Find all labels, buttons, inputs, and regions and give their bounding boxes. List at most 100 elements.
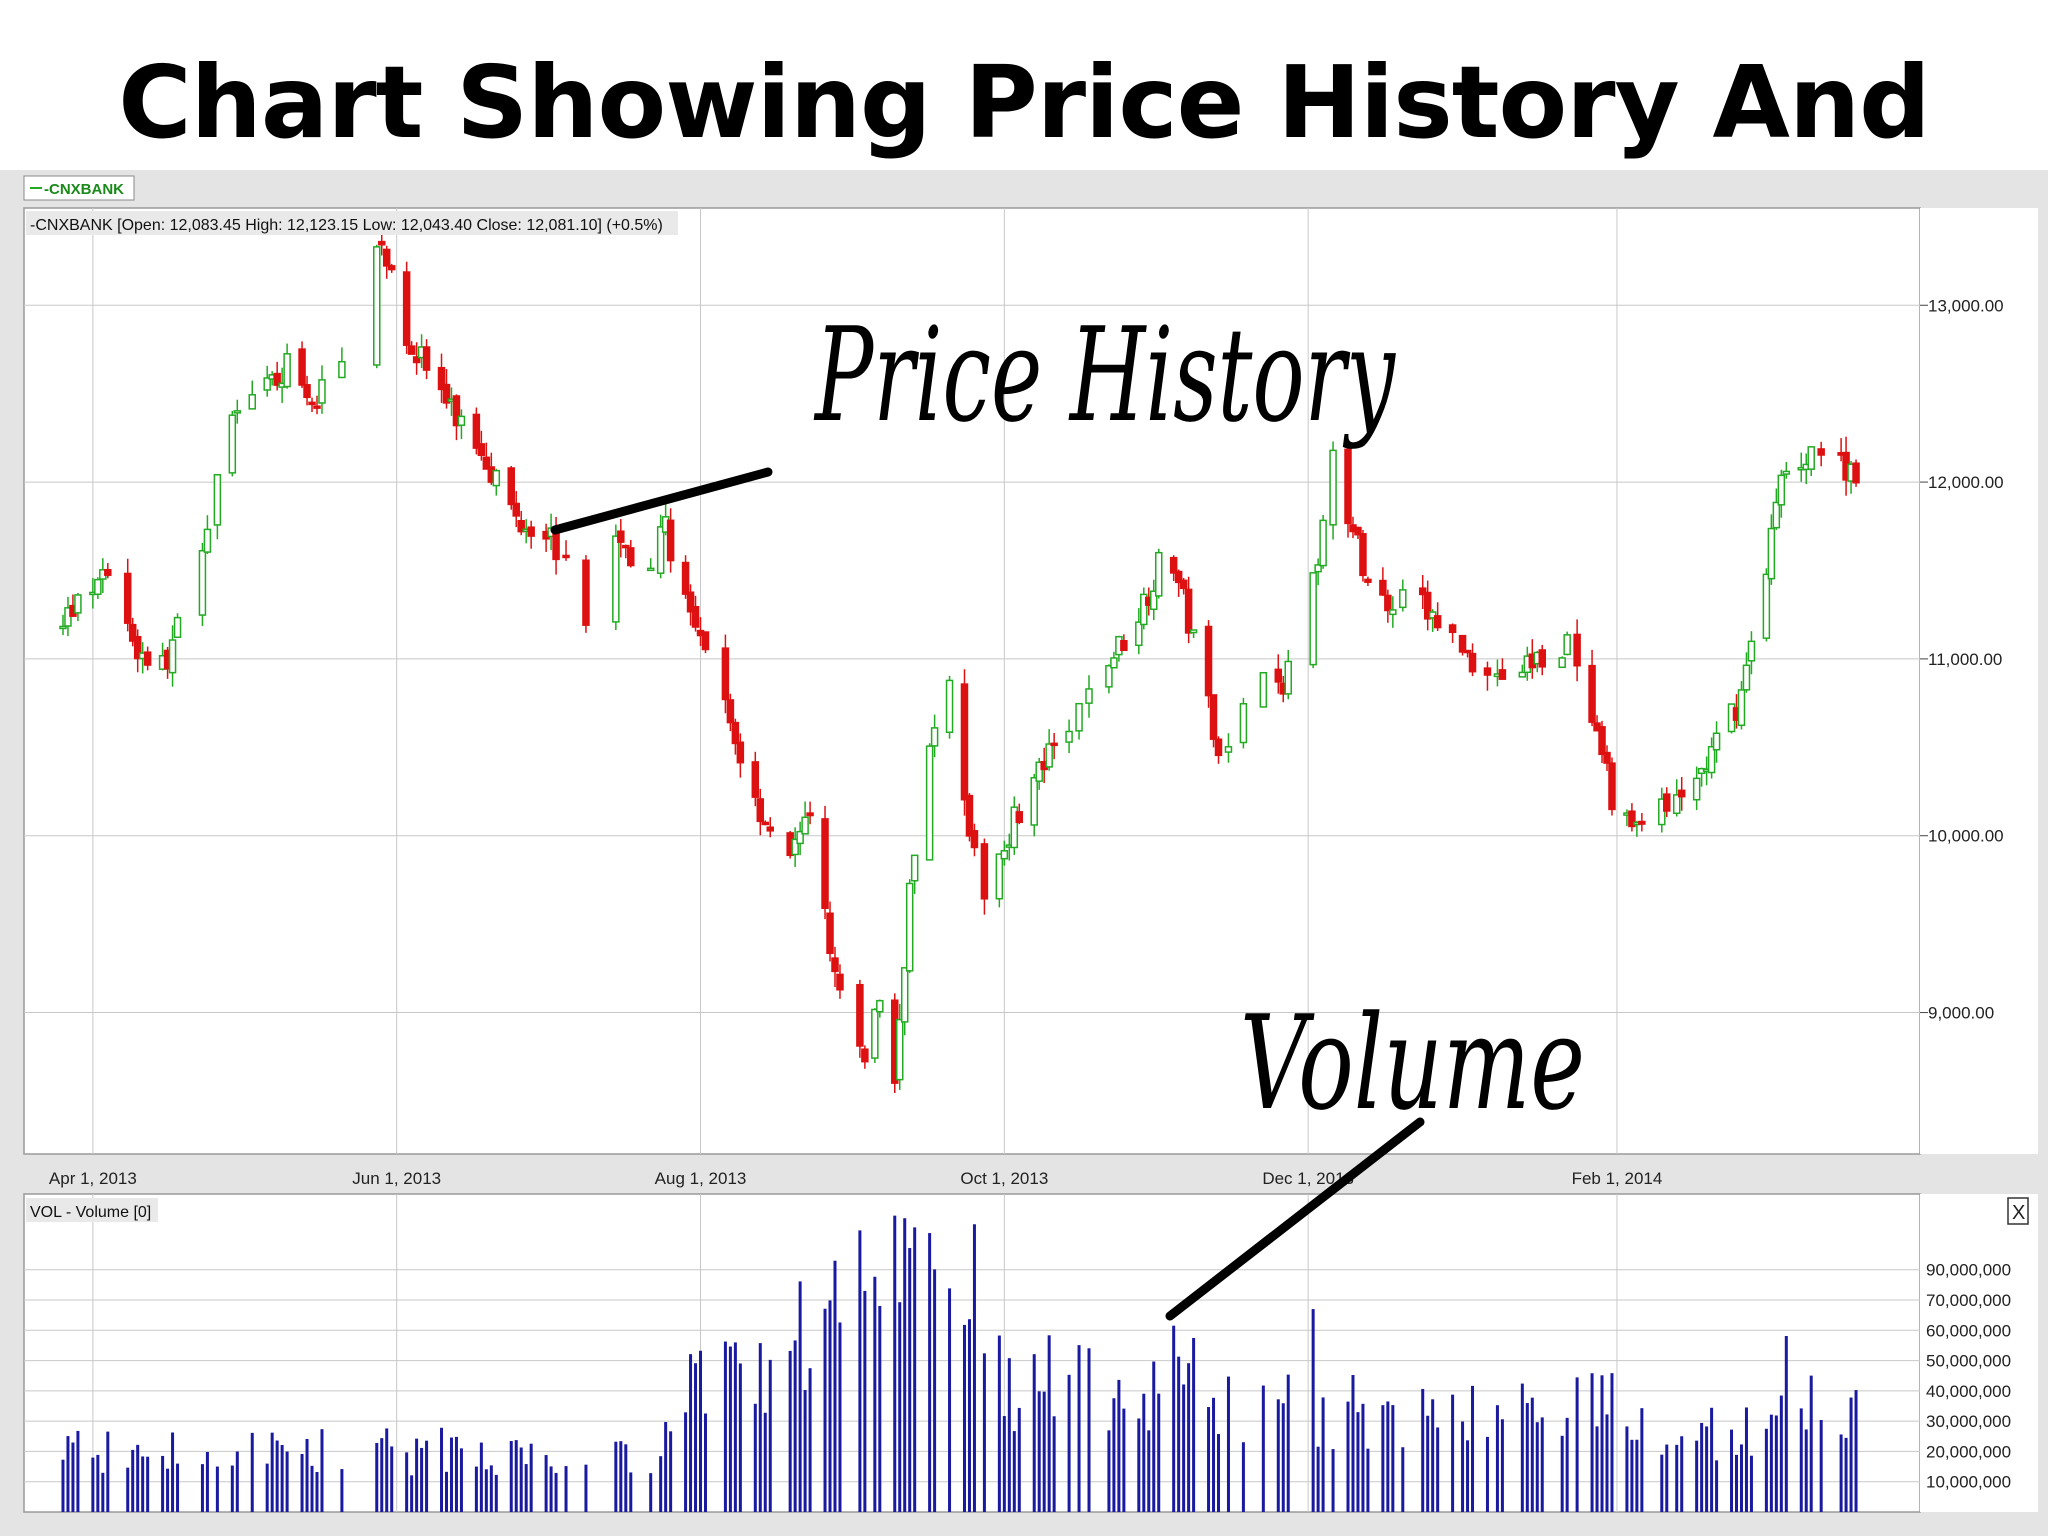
volume-bar <box>808 1368 812 1512</box>
volume-bar <box>1431 1399 1435 1512</box>
candle-down <box>1214 738 1223 757</box>
candle-up <box>1150 590 1158 611</box>
volume-bar <box>1540 1417 1544 1512</box>
volume-bar <box>494 1474 498 1512</box>
volume-y-tick-label: 20,000,000 <box>1926 1442 2011 1461</box>
candle-up <box>930 727 939 747</box>
candle-down <box>970 830 979 849</box>
volume-bar <box>415 1438 419 1512</box>
candle-down <box>622 544 630 549</box>
candle-up <box>228 414 237 474</box>
candle-down <box>512 502 520 517</box>
volume-bar <box>798 1281 802 1512</box>
volume-bar <box>1087 1348 1091 1512</box>
volume-bar <box>893 1215 897 1512</box>
volume-bar <box>270 1432 274 1512</box>
volume-bar <box>1769 1414 1773 1512</box>
candle-up <box>1085 688 1093 704</box>
volume-bar <box>733 1342 737 1512</box>
candle-down <box>1498 669 1507 680</box>
candle-down <box>517 519 525 533</box>
candle-down <box>826 912 834 955</box>
candle-down <box>1384 594 1392 612</box>
candle-up <box>198 549 207 616</box>
volume-bar <box>1142 1393 1146 1512</box>
volume-bar <box>1495 1405 1499 1512</box>
candle-down <box>861 1048 869 1063</box>
volume-bar <box>1187 1363 1191 1512</box>
candle-down <box>507 467 515 506</box>
candle-down <box>627 547 635 567</box>
candle-down <box>1169 556 1178 574</box>
candle-down <box>1573 633 1581 667</box>
volume-y-tick-label: 50,000,000 <box>1926 1352 2011 1371</box>
candle-down <box>1120 639 1128 652</box>
volume-bar <box>699 1350 703 1512</box>
candle-down <box>1344 448 1352 525</box>
volume-bar <box>1047 1335 1051 1512</box>
candle-down <box>691 606 700 628</box>
candle-down <box>562 554 570 559</box>
volume-bar <box>1366 1448 1370 1512</box>
volume-bar <box>689 1354 693 1512</box>
date-tick-label: Aug 1, 2013 <box>655 1169 747 1188</box>
candle-up <box>1658 798 1666 826</box>
volume-bar <box>1575 1377 1579 1512</box>
volume-bar <box>1356 1412 1360 1512</box>
volume-bar <box>161 1455 165 1512</box>
volume-bar <box>1595 1426 1599 1512</box>
legend-box[interactable] <box>23 175 135 201</box>
candle-down <box>442 383 451 404</box>
volume-bar <box>1152 1361 1156 1512</box>
volume-bar <box>659 1456 663 1512</box>
candle-down <box>1663 793 1671 812</box>
volume-bar <box>136 1444 140 1512</box>
volume-bar <box>1017 1407 1021 1512</box>
candle-down <box>965 794 974 837</box>
volume-bar <box>1610 1373 1614 1512</box>
volume-bar <box>873 1276 877 1512</box>
volume-bar <box>1361 1403 1365 1512</box>
price-y-tick-label: 10,000.00 <box>1928 827 2004 846</box>
candle-up <box>74 594 82 614</box>
candle-down <box>104 568 112 576</box>
price-y-tick-label: 9,000.00 <box>1928 1004 1994 1023</box>
volume-bar <box>833 1260 837 1512</box>
price-y-tick-label: 12,000.00 <box>1928 473 2004 492</box>
candle-up <box>1428 611 1437 619</box>
volume-bar <box>1137 1418 1141 1512</box>
close-icon[interactable]: X <box>2012 1202 2025 1224</box>
volume-bar <box>1381 1405 1385 1512</box>
volume-bar <box>280 1445 284 1512</box>
volume-bar <box>235 1451 239 1512</box>
candle-up <box>1737 689 1746 727</box>
candle-up <box>94 578 102 595</box>
volume-bar <box>96 1454 100 1512</box>
candle-down <box>1209 694 1218 740</box>
candle-down <box>377 240 386 246</box>
candle-down <box>133 635 142 660</box>
candle-up <box>173 616 182 639</box>
candle-down <box>273 372 281 386</box>
volume-bar <box>1784 1336 1788 1512</box>
close-panel-button[interactable] <box>2007 1197 2029 1225</box>
volume-bar <box>1426 1415 1430 1512</box>
volume-bar <box>1386 1401 1390 1512</box>
volume-bar <box>440 1427 444 1512</box>
candle-down <box>617 530 625 543</box>
candle-up <box>373 246 381 366</box>
volume-y-axis: 90,000,000 70,000,000 60,000,000 50,000,000… <box>1926 1261 2011 1492</box>
candle-up <box>796 830 804 845</box>
volume-bar <box>948 1288 952 1512</box>
candle-down <box>1538 649 1547 668</box>
volume-bar <box>1311 1309 1315 1512</box>
volume-bar <box>1451 1394 1455 1512</box>
candle-down <box>836 973 844 991</box>
volume-bar <box>1466 1440 1470 1512</box>
candle-up <box>1010 806 1019 849</box>
volume-bar <box>584 1464 588 1512</box>
candle-down <box>821 818 829 910</box>
candle-up <box>646 567 655 572</box>
volume-bar <box>1749 1455 1753 1512</box>
